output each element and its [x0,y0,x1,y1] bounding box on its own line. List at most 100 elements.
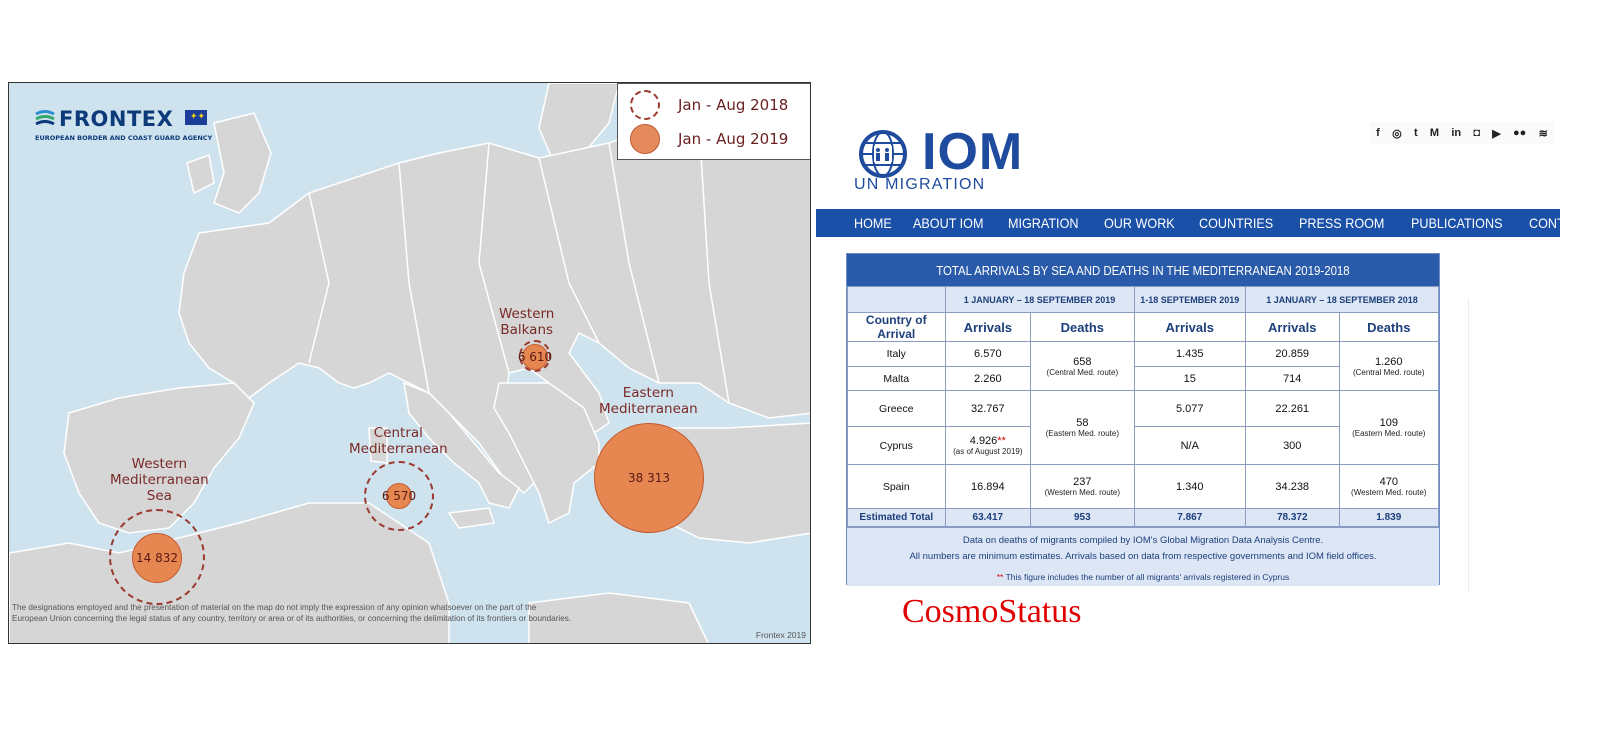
rss-icon[interactable]: ≋ [1538,127,1548,140]
frontex-wordmark: FRONTEX [59,107,174,131]
period-header-sep-2019: 1-18 SEPTEMBER 2019 [1133,286,1246,313]
col-header-arrivals: Arrivals [1244,312,1340,342]
region-line: Mediterranean [349,441,448,457]
total-arrivals-sep-2019: 7.867 [1133,508,1246,527]
cell-country: Italy [847,341,946,367]
cell-country: Spain [847,464,946,509]
cell-arrivals-sep-2019: N/A [1133,426,1246,465]
cell-arrivals-2019: 6.570 [944,341,1032,367]
region-line: Western [499,306,555,322]
frontex-subtitle: EUROPEAN BORDER AND COAST GUARD AGENCY [35,134,213,142]
table-total-row: Estimated Total 63.417 953 7.867 78.372 … [847,508,1440,527]
dashed-circle-icon [630,90,660,120]
un-globe-icon [859,130,907,178]
table-row: Italy 6.570 658 (Central Med. route) 1.4… [847,341,1440,391]
medium-icon[interactable]: M [1429,127,1440,139]
eu-flag-icon: ✦✦ [185,110,207,125]
region-line: Eastern [622,385,674,401]
filled-circle-icon [630,124,660,154]
cell-country: Malta [847,366,946,391]
footnote-text: This figure includes the number of all m… [1005,572,1290,582]
arrivals-value: 4.926 [969,435,998,447]
period-header-2018: 1 JANUARY – 18 SEPTEMBER 2018 [1244,286,1440,313]
route-note: (Central Med. route) [1352,367,1425,377]
table-row: Spain 16.894 237 (Western Med. route) 1.… [847,464,1440,509]
cell-arrivals-2018: 20.859 [1244,341,1340,367]
region-label-eastern-med: Eastern Mediterranean [599,385,698,417]
col-header-arrivals: Arrivals [1133,312,1246,342]
nav-press-room[interactable]: PRESS ROOM [1298,215,1385,231]
region-line: Mediterranean [599,401,698,417]
nav-about-iom[interactable]: ABOUT IOM [913,215,984,231]
cell-arrivals-2019: 32.767 [944,390,1032,427]
facebook-icon[interactable]: f [1376,127,1380,139]
cell-arrivals-2019: 2.260 [944,366,1032,391]
route-note: (Eastern Med. route) [1352,429,1426,438]
region-line: Western [131,456,188,472]
cell-arrivals-2018: 22.261 [1244,390,1340,427]
bubble-value: 38 313 [628,471,670,485]
total-label: Estimated Total [847,508,946,527]
bubble-2018-western-med [109,509,205,605]
note-line-3: ** This figure includes the number of al… [847,569,1439,585]
total-deaths-2018: 1.839 [1338,508,1440,527]
map-credit: Frontex 2019 [755,630,806,640]
cell-arrivals-sep-2019: 15 [1133,366,1246,391]
note-line-2: All numbers are minimum estimates. Arriv… [909,551,1377,562]
instagram-icon[interactable]: ◎ [1392,127,1402,140]
cell-country: Greece [847,390,946,427]
bubble-2018-western-balkans [519,340,551,372]
legend-label-2019: Jan - Aug 2019 [678,130,789,148]
col-header-country: Country of Arrival [847,312,946,342]
nav-migration[interactable]: MIGRATION [1008,215,1079,231]
col-header-arrivals: Arrivals [944,312,1032,342]
table-row: Greece 32.767 58 (Eastern Med. route) 5.… [847,390,1440,465]
nav-publications[interactable]: PUBLICATIONS [1410,215,1503,231]
bubble-value: 6 610 [517,350,553,364]
deaths-value: 658 [1073,355,1092,368]
region-label-western-balkans: Western Balkans [499,306,554,338]
cosmostatus-watermark: CosmoStatus [902,593,1082,630]
bubble-value: 6 570 [381,489,417,503]
deaths-value: 1.260 [1374,355,1403,368]
note-line-1: Data on deaths of migrants compiled by I… [962,535,1324,546]
table-cell [847,286,946,313]
data-table: 1 JANUARY – 18 SEPTEMBER 2019 1-18 SEPTE… [847,286,1440,527]
route-note: (Central Med. route) [1046,367,1119,377]
table-period-row: 1 JANUARY – 18 SEPTEMBER 2019 1-18 SEPTE… [847,286,1440,313]
bubble-2019-central-med: 6 570 [382,483,416,509]
frontex-waves-icon [35,110,55,126]
divider [1468,298,1469,593]
cell-deaths-2018-western: 470 (Western Med. route) [1338,464,1440,509]
cell-country: Cyprus [847,426,946,465]
linkedin-icon[interactable]: in [1451,127,1462,139]
iom-tagline: UN MIGRATION [854,176,986,193]
col-header-deaths: Deaths [1030,312,1135,342]
region-line: Mediterranean [110,472,209,488]
flickr-icon[interactable]: ●● [1513,127,1527,139]
cell-arrivals-sep-2019: 5.077 [1133,390,1246,427]
cell-deaths-2018-central: 1.260 (Central Med. route) [1338,341,1440,391]
snapchat-icon[interactable]: ◘ [1473,127,1481,139]
cell-deaths-2018-eastern: 109 (Eastern Med. route) [1338,390,1440,465]
nav-our-work[interactable]: OUR WORK [1103,215,1175,231]
cell-deaths-2019-central: 658 (Central Med. route) [1030,341,1135,391]
youtube-icon[interactable]: ▶ [1492,127,1501,140]
bubble-2018-central-med [364,461,434,531]
deaths-value: 237 [1073,476,1092,488]
nav-home[interactable]: HOME [854,215,892,231]
total-arrivals-2018: 78.372 [1244,508,1340,527]
nav-countries[interactable]: COUNTRIES [1199,215,1274,231]
nav-contact-us[interactable]: CONTACT US [1529,215,1600,231]
iom-wordmark: IOM [922,123,1024,181]
region-line: Central [373,425,423,441]
twitter-icon[interactable]: t [1413,127,1418,139]
table-title: TOTAL ARRIVALS BY SEA AND DEATHS IN THE … [847,254,1439,286]
bubble-2019-eastern-med: 38 313 [594,423,704,533]
period-header-2019: 1 JANUARY – 18 SEPTEMBER 2019 [944,286,1135,313]
as-of-note: (as of August 2019) [953,447,1023,456]
deaths-value: 109 [1379,417,1398,429]
arrivals-deaths-table: TOTAL ARRIVALS BY SEA AND DEATHS IN THE … [846,253,1440,586]
table-row: Cyprus 4.926** (as of August 2019) N/A 3… [847,426,1439,465]
